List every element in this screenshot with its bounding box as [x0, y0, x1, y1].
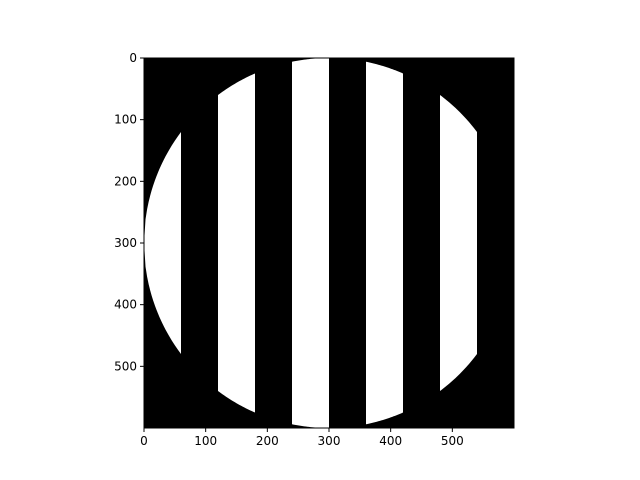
x-tick-label-400: 400	[379, 434, 402, 448]
image-stripes	[144, 58, 477, 428]
stripe-4	[440, 95, 477, 391]
y-tick-label-0: 0	[129, 51, 137, 65]
x-axis: 0 100 200 300 400 500	[140, 428, 464, 448]
stripe-0	[144, 132, 181, 354]
x-tick-label-100: 100	[194, 434, 217, 448]
stripe-2	[292, 58, 329, 428]
x-tick-label-0: 0	[140, 434, 148, 448]
y-tick-label-200: 200	[114, 174, 137, 188]
y-tick-label-500: 500	[114, 359, 137, 373]
y-tick-label-100: 100	[114, 113, 137, 127]
x-tick-label-500: 500	[441, 434, 464, 448]
y-tick-label-400: 400	[114, 298, 137, 312]
x-tick-label-200: 200	[256, 434, 279, 448]
stripe-3	[366, 61, 403, 425]
y-axis: 0 100 200 300 400 500	[114, 51, 144, 373]
stripe-1	[218, 73, 255, 413]
y-tick-label-300: 300	[114, 236, 137, 250]
x-tick-label-300: 300	[318, 434, 341, 448]
